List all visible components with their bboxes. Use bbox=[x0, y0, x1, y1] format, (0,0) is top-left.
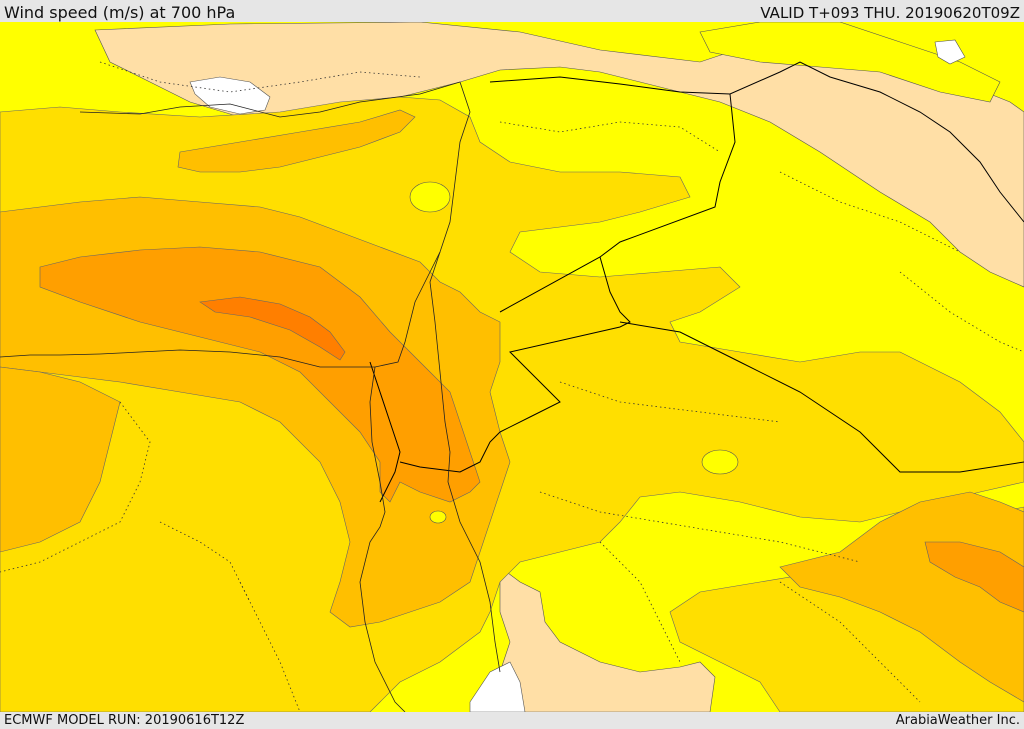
wind-speed-map[interactable] bbox=[0, 22, 1024, 712]
calm-area-northeast-band bbox=[699, 22, 1001, 103]
band-4-east bbox=[924, 541, 1024, 613]
map-title: Wind speed (m/s) at 700 hPa bbox=[4, 3, 236, 22]
band-3-west bbox=[0, 366, 121, 553]
sea-patch-north bbox=[189, 76, 271, 115]
map-canvas bbox=[0, 22, 1024, 712]
lake-north bbox=[409, 181, 451, 213]
lake-east bbox=[701, 449, 739, 475]
map-header: Wind speed (m/s) at 700 hPa VALID T+093 … bbox=[0, 0, 1024, 22]
band-5-core bbox=[199, 296, 346, 361]
sea-patch-south bbox=[469, 661, 526, 712]
sea-patch-northeast bbox=[934, 39, 966, 65]
province-boundaries bbox=[0, 61, 1024, 712]
band-3-north-strip bbox=[177, 109, 416, 173]
country-borders bbox=[369, 61, 1024, 503]
lake-small bbox=[429, 510, 447, 524]
band-4-core bbox=[39, 246, 481, 503]
map-footer: ECMWF MODEL RUN: 20190616T12Z ArabiaWeat… bbox=[0, 712, 1024, 729]
valid-time: VALID T+093 THU. 20190620T09Z bbox=[760, 4, 1020, 22]
calm-area-south-center bbox=[499, 566, 716, 712]
model-run-label: ECMWF MODEL RUN: 20190616T12Z bbox=[4, 713, 245, 728]
credit-label: ArabiaWeather Inc. bbox=[895, 713, 1020, 728]
coastlines bbox=[0, 81, 501, 712]
